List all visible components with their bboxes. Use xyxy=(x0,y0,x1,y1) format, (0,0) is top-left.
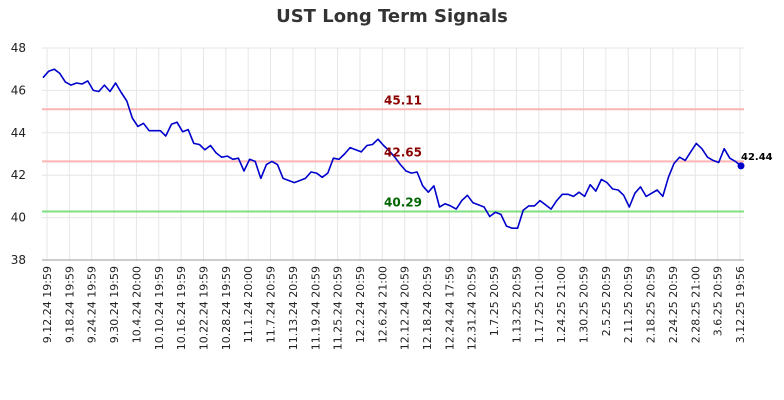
x-tick-label: 11.1.24 20:00 xyxy=(242,266,255,343)
x-tick-label: 3.6.25 20:59 xyxy=(712,266,725,336)
y-tick-label: 44 xyxy=(11,126,26,140)
x-tick-label: 12.31.24 20:59 xyxy=(466,266,479,350)
x-tick-label: 10.16.24 19:59 xyxy=(175,266,188,350)
x-tick-label: 10.28.24 19:59 xyxy=(220,266,233,350)
x-tick-label: 11.13.24 20:59 xyxy=(287,266,300,350)
last-value-label: 42.44 xyxy=(741,152,773,163)
x-tick-label: 9.18.24 19:59 xyxy=(63,266,76,343)
y-tick-label: 40 xyxy=(11,211,26,225)
level-label: 45.11 xyxy=(384,93,422,107)
x-tick-label: 10.10.24 19:59 xyxy=(153,266,166,350)
x-tick-label: 2.18.25 20:59 xyxy=(645,266,658,343)
x-tick-label: 11.25.24 20:59 xyxy=(332,266,345,350)
level-label: 40.29 xyxy=(384,195,422,209)
x-tick-label: 1.13.25 20:59 xyxy=(510,266,523,343)
x-tick-label: 10.4.24 20:00 xyxy=(130,266,143,343)
x-tick-label: 2.28.25 21:00 xyxy=(689,266,702,343)
y-tick-label: 38 xyxy=(11,253,26,267)
x-tick-label: 9.12.24 19:59 xyxy=(41,266,54,343)
x-tick-label: 9.24.24 19:59 xyxy=(86,266,99,343)
x-tick-label: 12.24.24 17:59 xyxy=(443,266,456,350)
series-line xyxy=(42,68,742,229)
x-tick-label: 12.2.24 20:59 xyxy=(354,266,367,343)
x-tick-label: 12.18.24 20:59 xyxy=(421,266,434,350)
x-tick-label: 12.6.24 21:00 xyxy=(376,266,389,343)
y-tick-label: 48 xyxy=(11,41,26,55)
x-tick-label: 1.17.25 21:00 xyxy=(533,266,546,343)
x-tick-label: 1.7.25 20:59 xyxy=(488,266,501,336)
y-tick-label: 46 xyxy=(11,83,26,97)
x-tick-label: 1.30.25 20:59 xyxy=(578,266,591,343)
x-tick-label: 2.5.25 20:59 xyxy=(600,266,613,336)
y-tick-label: 42 xyxy=(11,168,26,182)
x-tick-label: 11.7.24 20:59 xyxy=(265,266,278,343)
x-tick-label: 12.12.24 20:59 xyxy=(399,266,412,350)
x-tick-label: 10.22.24 19:59 xyxy=(197,266,210,350)
last-point-marker xyxy=(737,162,745,170)
x-tick-label: 2.24.25 20:59 xyxy=(667,266,680,343)
x-tick-label: 9.30.24 19:59 xyxy=(108,266,121,343)
x-tick-label: 1.24.25 21:00 xyxy=(555,266,568,343)
level-label: 42.65 xyxy=(384,145,422,159)
chart-title: UST Long Term Signals xyxy=(276,6,508,27)
x-tick-label: 3.12.25 19:56 xyxy=(734,266,747,343)
x-tick-label: 11.19.24 20:59 xyxy=(309,266,322,350)
x-tick-label: 2.11.25 20:59 xyxy=(622,266,635,343)
